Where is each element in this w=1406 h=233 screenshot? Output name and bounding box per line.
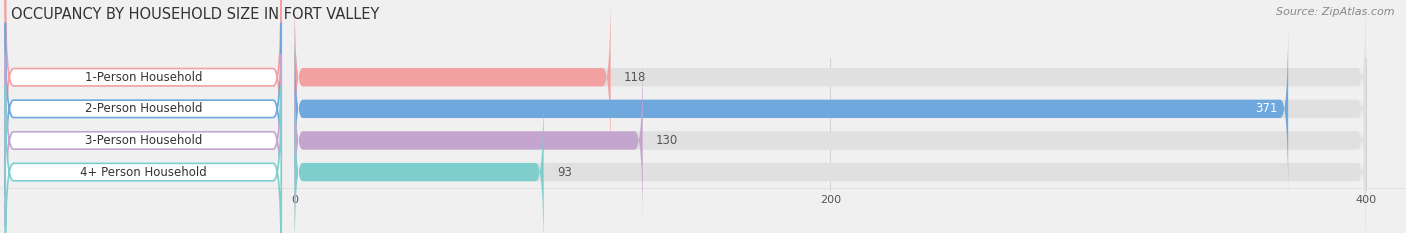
Text: 118: 118 [624,71,647,84]
Text: 2-Person Household: 2-Person Household [84,102,202,115]
FancyBboxPatch shape [295,55,643,226]
Text: 1-Person Household: 1-Person Household [84,71,202,84]
FancyBboxPatch shape [295,0,1365,163]
FancyBboxPatch shape [6,0,281,163]
FancyBboxPatch shape [295,86,544,233]
FancyBboxPatch shape [295,23,1365,195]
Text: Source: ZipAtlas.com: Source: ZipAtlas.com [1277,7,1395,17]
FancyBboxPatch shape [6,54,281,227]
Text: 130: 130 [657,134,678,147]
FancyBboxPatch shape [295,55,1365,226]
Text: 3-Person Household: 3-Person Household [84,134,202,147]
FancyBboxPatch shape [6,86,281,233]
FancyBboxPatch shape [295,23,1288,195]
Text: 4+ Person Household: 4+ Person Household [80,166,207,178]
FancyBboxPatch shape [295,86,1365,233]
Text: OCCUPANCY BY HOUSEHOLD SIZE IN FORT VALLEY: OCCUPANCY BY HOUSEHOLD SIZE IN FORT VALL… [11,7,380,22]
FancyBboxPatch shape [6,23,281,195]
Text: 93: 93 [557,166,572,178]
Text: 371: 371 [1256,102,1278,115]
FancyBboxPatch shape [295,0,610,163]
